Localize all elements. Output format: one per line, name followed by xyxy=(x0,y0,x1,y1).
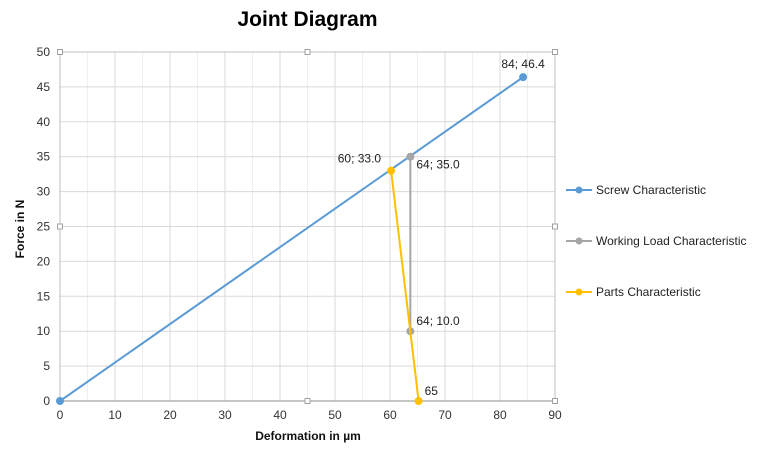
x-tick-label: 50 xyxy=(328,408,342,422)
x-tick-label: 60 xyxy=(383,408,397,422)
x-tick-label: 0 xyxy=(57,408,64,422)
y-tick-label: 45 xyxy=(37,80,51,94)
data-label: 84; 46.4 xyxy=(501,57,545,71)
data-point xyxy=(519,73,528,82)
legend-marker xyxy=(575,288,583,296)
series-line-0 xyxy=(59,76,524,402)
grid-layer xyxy=(59,51,556,402)
y-tick-label: 40 xyxy=(37,115,51,129)
y-tick-label: 20 xyxy=(37,254,51,268)
legend-marker xyxy=(575,186,583,194)
plot-area-handle xyxy=(304,398,311,404)
legend-label: Screw Characteristic xyxy=(596,183,706,197)
data-point xyxy=(414,397,423,405)
plot-area-handle xyxy=(552,223,558,230)
label-layer: 84; 46.4 64; 35.0 64; 10.0 60; 33.0 65 xyxy=(338,57,545,398)
y-tick-label: 50 xyxy=(37,45,51,59)
legend-label: Parts Characteristic xyxy=(596,285,701,299)
x-tick-label: 20 xyxy=(163,408,177,422)
legend: Screw Characteristic Working Load Charact… xyxy=(566,183,747,299)
data-point xyxy=(56,397,64,405)
series-line-2 xyxy=(390,170,420,402)
legend-label: Working Load Characteristic xyxy=(596,234,747,248)
y-tick-label: 25 xyxy=(37,220,51,234)
plot-area-handle xyxy=(304,49,311,55)
x-tick-label: 70 xyxy=(438,408,452,422)
chart-title: Joint Diagram xyxy=(237,8,378,31)
y-tick-label: 35 xyxy=(37,150,51,164)
plot-area-handle xyxy=(57,49,63,55)
x-tick-label: 10 xyxy=(108,408,122,422)
x-tick-label: 30 xyxy=(218,408,232,422)
data-point xyxy=(387,166,396,175)
plot-area-handle xyxy=(552,398,558,404)
data-label: 64; 10.0 xyxy=(416,314,460,328)
y-tick-label: 30 xyxy=(37,185,51,199)
y-tick-label: 5 xyxy=(43,359,50,373)
y-tick-label: 0 xyxy=(43,394,50,408)
series-layer xyxy=(56,73,528,405)
data-label: 64; 35.0 xyxy=(416,158,460,172)
x-axis-title: Deformation in µm xyxy=(255,429,361,443)
legend-marker xyxy=(575,237,583,245)
x-tick-label: 80 xyxy=(493,408,507,422)
data-label: 60; 33.0 xyxy=(338,152,382,166)
y-axis-title: Force in N xyxy=(13,200,27,259)
x-tick-label: 40 xyxy=(273,408,287,422)
y-tick-label: 10 xyxy=(37,324,51,338)
axis-layer: 0 10 20 30 40 50 60 70 80 90 0 5 10 15 20 25 30 35 40 45 50 xyxy=(37,45,562,422)
data-point xyxy=(406,152,415,161)
plot-area-handle xyxy=(57,223,63,230)
data-label: 65 xyxy=(425,384,439,398)
x-tick-label: 90 xyxy=(548,408,562,422)
plot-area-handle xyxy=(552,49,558,55)
y-tick-label: 15 xyxy=(37,289,51,303)
